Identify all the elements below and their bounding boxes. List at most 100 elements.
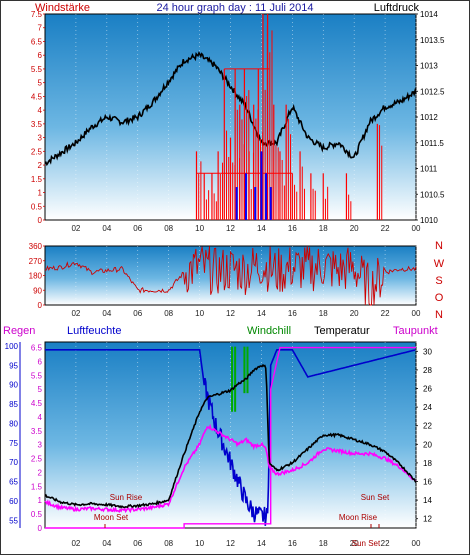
- panel1-left-label: Windstärke: [35, 2, 90, 14]
- x-tick-label: 10: [195, 539, 204, 548]
- label-regen: Regen: [3, 325, 35, 337]
- wind-speed-tick-label: 3.5: [31, 120, 43, 129]
- astro-annotation: Sun Set: [352, 539, 381, 548]
- x-tick-label: 04: [102, 224, 111, 233]
- label-taupunkt: Taupunkt: [393, 325, 438, 337]
- x-tick-label: 18: [319, 224, 328, 233]
- temperature-tick-label: 24: [423, 403, 432, 412]
- wind-speed-tick-label: 0.5: [31, 202, 43, 211]
- rain-tick-label: 6.5: [31, 344, 43, 353]
- wind-speed-tick-label: 7: [38, 24, 43, 33]
- humidity-tick-label: 90: [9, 381, 18, 390]
- humidity-tick-label: 65: [9, 478, 18, 487]
- x-tick-label: 10: [195, 309, 204, 318]
- wind-speed-tick-label: 4.5: [31, 92, 43, 101]
- rain-tick-label: 2.5: [31, 455, 43, 464]
- rain-tick-label: 0.5: [31, 510, 43, 519]
- dewpoint-line: [44, 423, 417, 514]
- x-tick-label: 20: [350, 309, 359, 318]
- label-luftfeuchte: Luftfeuchte: [67, 325, 121, 337]
- wind-speed-tick-label: 5.5: [31, 65, 43, 74]
- panel1-right-label: Luftdruck: [374, 2, 420, 14]
- humidity-tick-label: 85: [9, 400, 18, 409]
- direction-letter-n2: N: [435, 309, 443, 321]
- x-tick-label: 02: [71, 309, 80, 318]
- x-tick-label: 00: [412, 539, 421, 548]
- temperature-tick-label: 16: [423, 478, 432, 487]
- rain-tick-label: 4: [38, 413, 43, 422]
- x-tick-label: 08: [164, 224, 173, 233]
- rain-tick-label: 3: [38, 441, 43, 450]
- pressure-tick-label: 1013.5: [420, 36, 445, 45]
- humidity-tick-label: 80: [9, 419, 18, 428]
- astro-annotation: Moon Rise: [339, 513, 378, 522]
- direction-letter-s: S: [435, 275, 442, 287]
- direction-letter-w: W: [434, 258, 445, 270]
- pressure-tick-label: 1012: [420, 113, 438, 122]
- x-tick-label: 14: [257, 539, 266, 548]
- x-tick-label: 06: [133, 539, 142, 548]
- temperature-tick-label: 28: [423, 366, 432, 375]
- rain-tick-label: 6: [38, 357, 43, 366]
- direction-tick-label: 270: [29, 257, 43, 266]
- humidity-tick-label: 100: [5, 342, 19, 351]
- x-tick-label: 06: [133, 224, 142, 233]
- x-tick-label: 02: [71, 539, 80, 548]
- wind-direction-line: [44, 245, 417, 306]
- x-tick-label: 04: [102, 309, 111, 318]
- x-tick-label: 16: [288, 539, 297, 548]
- wind-speed-tick-label: 1.5: [31, 175, 43, 184]
- x-tick-label: 14: [257, 309, 266, 318]
- pressure-tick-label: 1010.5: [420, 190, 445, 199]
- x-tick-label: 02: [71, 224, 80, 233]
- humidity-line: [45, 348, 416, 526]
- x-tick-label: 20: [350, 224, 359, 233]
- label-temperatur: Temperatur: [314, 325, 370, 337]
- x-tick-label: 10: [195, 224, 204, 233]
- rain-tick-label: 5.5: [31, 371, 43, 380]
- wind-speed-tick-label: 5: [38, 79, 43, 88]
- pressure-tick-label: 1014: [420, 10, 438, 19]
- x-tick-label: 08: [164, 539, 173, 548]
- x-tick-label: 00: [412, 224, 421, 233]
- x-tick-label: 16: [288, 309, 297, 318]
- wind-speed-tick-label: 1: [38, 189, 43, 198]
- rain-tick-label: 5: [38, 385, 43, 394]
- pressure-tick-label: 1011.5: [420, 139, 444, 148]
- astro-annotation: Sun Set: [361, 493, 390, 502]
- x-tick-label: 00: [412, 309, 421, 318]
- x-tick-label: 22: [381, 224, 390, 233]
- pressure-line: [44, 51, 417, 167]
- wind-speed-tick-label: 6.5: [31, 37, 43, 46]
- pressure-tick-label: 1010: [420, 216, 438, 225]
- wind-speed-tick-label: 7.5: [31, 10, 43, 19]
- rain-tick-label: 1.5: [31, 482, 43, 491]
- wind-speed-tick-label: 6: [38, 51, 43, 60]
- label-windchill: Windchill: [247, 325, 291, 337]
- rain-tick-label: 0: [38, 524, 43, 533]
- x-tick-label: 22: [381, 539, 390, 548]
- x-tick-label: 12: [226, 539, 235, 548]
- temperature-tick-label: 20: [423, 440, 432, 449]
- humidity-tick-label: 75: [9, 439, 18, 448]
- chart-title: 24 hour graph day : 11 Juli 2014: [157, 2, 314, 14]
- x-tick-label: 20: [350, 539, 359, 548]
- x-tick-label: 12: [226, 309, 235, 318]
- rain-tick-label: 1: [38, 496, 43, 505]
- temperature-tick-label: 14: [423, 496, 432, 505]
- x-tick-label: 06: [133, 309, 142, 318]
- rain-line: [45, 346, 416, 529]
- humidity-tick-label: 70: [9, 458, 18, 467]
- direction-tick-label: 0: [38, 301, 43, 310]
- rain-tick-label: 3.5: [31, 427, 43, 436]
- temperature-tick-label: 30: [423, 347, 432, 356]
- x-tick-label: 04: [102, 539, 111, 548]
- direction-tick-label: 90: [33, 286, 42, 295]
- humidity-tick-label: 60: [9, 497, 18, 506]
- temperature-tick-label: 22: [423, 422, 432, 431]
- x-tick-label: 08: [164, 309, 173, 318]
- direction-letter-o: O: [435, 292, 444, 304]
- pressure-tick-label: 1013: [420, 62, 438, 71]
- x-tick-label: 22: [381, 309, 390, 318]
